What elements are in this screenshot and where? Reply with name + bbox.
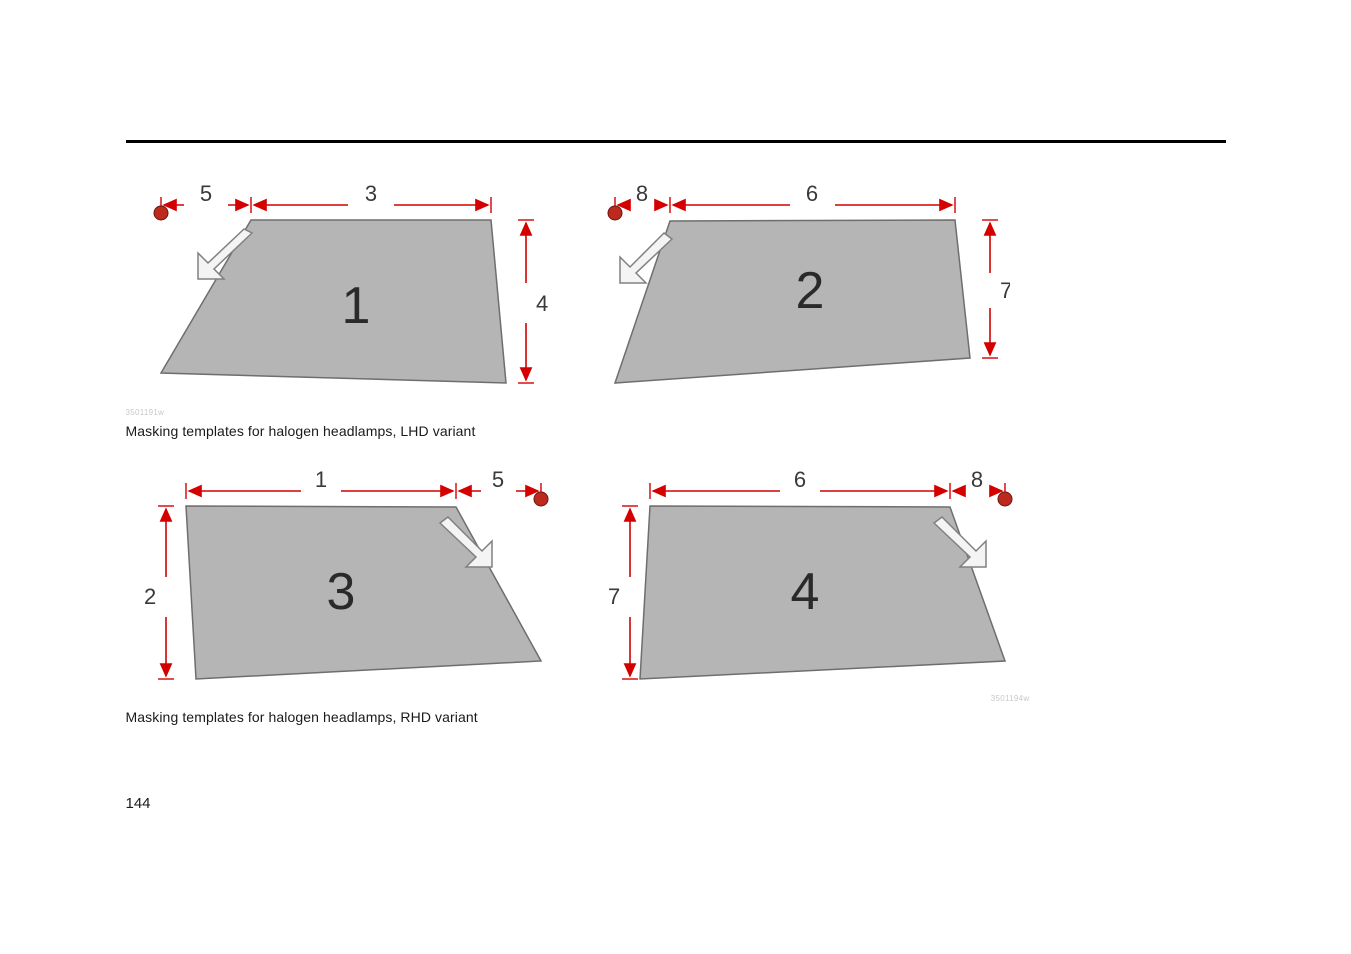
rhd-right-diagram: 4 6 8 xyxy=(590,469,1030,703)
page-number: 144 xyxy=(126,795,1226,812)
lhd-right-center-label: 2 xyxy=(795,262,824,320)
svg-text:6: 6 xyxy=(805,183,817,206)
rhd-dim-6: 6 xyxy=(650,469,950,499)
rhd-left-ref-dot xyxy=(534,492,548,506)
svg-text:5: 5 xyxy=(491,469,503,492)
rhd-left-shape xyxy=(186,506,541,679)
svg-text:7: 7 xyxy=(608,584,620,609)
rhd-left-diagram: 3 1 5 xyxy=(126,469,566,694)
lhd-dim-6: 6 xyxy=(673,183,955,213)
lhd-left-ref-dot xyxy=(154,206,168,220)
lhd-dim-5: 5 xyxy=(161,183,251,213)
rhd-dim-2: 2 xyxy=(144,506,174,679)
rhd-row: 3 1 5 xyxy=(126,469,1226,703)
lhd-right-shape xyxy=(615,220,970,383)
lhd-ref-code: 3501191w xyxy=(126,408,556,417)
lhd-right-diagram: 2 8 6 xyxy=(580,183,1010,408)
lhd-row: 1 5 3 xyxy=(126,183,1226,417)
rhd-right-ref-dot xyxy=(998,492,1012,506)
lhd-dim-4: 4 xyxy=(518,220,548,383)
lhd-left-shape xyxy=(161,220,506,383)
rhd-caption: Masking templates for halogen headlamps,… xyxy=(126,709,1226,725)
lhd-right-ref-dot xyxy=(608,206,622,220)
rhd-dim-8: 8 xyxy=(953,469,1005,499)
rhd-dim-5: 5 xyxy=(459,469,541,499)
lhd-caption: Masking templates for halogen headlamps,… xyxy=(126,423,1226,439)
rhd-dim-7: 7 xyxy=(608,506,638,679)
svg-text:3: 3 xyxy=(364,183,376,206)
page-content: 1 5 3 xyxy=(126,140,1226,812)
svg-text:8: 8 xyxy=(970,469,982,492)
lhd-dim-8: 8 xyxy=(615,183,670,213)
svg-text:8: 8 xyxy=(635,183,647,206)
lhd-dim-7: 7 xyxy=(982,220,1010,358)
lhd-left-center-label: 1 xyxy=(341,277,370,335)
section-rule xyxy=(126,140,1226,143)
rhd-ref-code: 3501194w xyxy=(590,694,1030,703)
svg-text:6: 6 xyxy=(793,469,805,492)
svg-text:5: 5 xyxy=(199,183,211,206)
rhd-left-center-label: 3 xyxy=(326,563,355,621)
svg-text:1: 1 xyxy=(314,469,326,492)
svg-text:2: 2 xyxy=(144,584,156,609)
svg-text:4: 4 xyxy=(536,291,548,316)
svg-text:7: 7 xyxy=(1000,278,1010,303)
rhd-dim-1: 1 xyxy=(186,469,456,499)
lhd-dim-3: 3 xyxy=(254,183,491,213)
lhd-left-diagram: 1 5 3 xyxy=(126,183,556,417)
rhd-right-center-label: 4 xyxy=(790,563,819,621)
